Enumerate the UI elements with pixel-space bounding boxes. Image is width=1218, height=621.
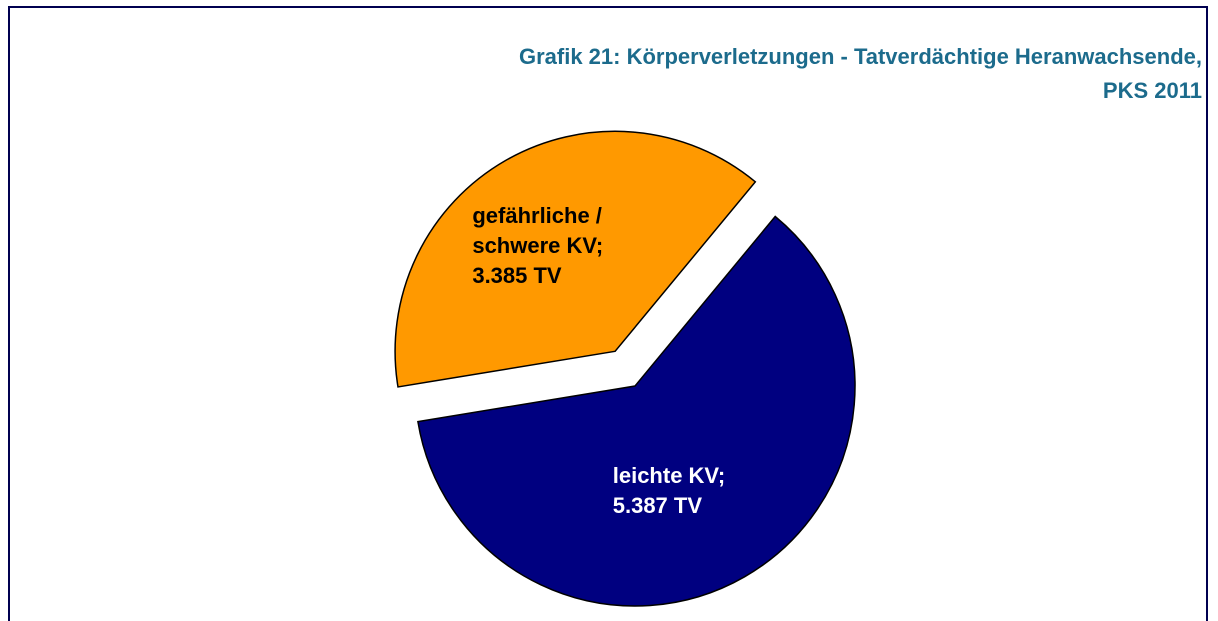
slice-label: leichte KV; [612, 462, 726, 488]
slice-value-label: 5.387 TV [612, 492, 703, 518]
pie-slice [394, 130, 757, 388]
chart-frame [8, 6, 1208, 621]
slice-label: gefährliche / schwere KV; [472, 203, 604, 259]
pie-slice [417, 215, 856, 607]
slice-value-label: 3.385 TV [472, 263, 562, 289]
chart-subtitle: PKS 2011 [1102, 78, 1202, 103]
chart-title: Grafik 21: Körperverletzungen - Tatverdä… [518, 44, 1202, 69]
